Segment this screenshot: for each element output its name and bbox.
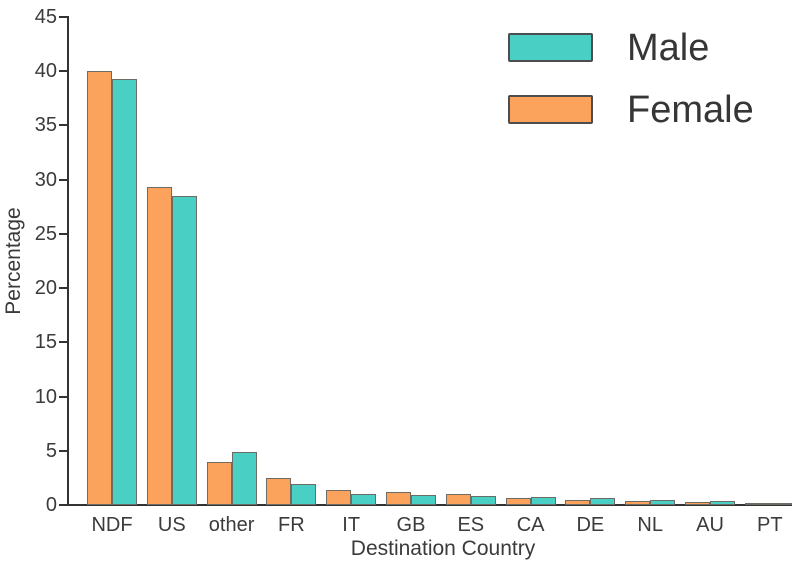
bar-female-es — [445, 493, 471, 505]
y-tick-mark — [59, 70, 67, 73]
x-tick-label-ndf: NDF — [91, 514, 133, 536]
bar-female-au — [685, 502, 710, 505]
legend-swatch-male — [508, 33, 593, 62]
bar-female-other — [206, 461, 232, 505]
y-tick-label: 25 — [34, 222, 57, 245]
legend-swatch-female — [508, 95, 593, 124]
x-tick-label-fr: FR — [278, 514, 305, 536]
bar-female-ndf — [87, 71, 112, 505]
bar-female-it — [326, 489, 352, 505]
bar-female-pt — [744, 503, 770, 505]
x-axis-line — [67, 504, 792, 506]
y-tick-mark — [59, 504, 67, 506]
y-tick-label: 45 — [34, 6, 57, 28]
bar-male-es — [470, 495, 496, 505]
bar-female-de — [565, 500, 591, 505]
y-tick-label: 35 — [34, 114, 57, 137]
x-tick-label-de: DE — [576, 514, 605, 536]
bar-male-it — [351, 494, 377, 505]
bar-female-fr — [266, 477, 292, 505]
y-tick-mark — [59, 124, 67, 127]
bar-female-us — [146, 187, 172, 505]
x-tick-label-us: US — [157, 514, 186, 536]
y-tick-label: 10 — [34, 385, 57, 408]
x-tick-label-pt: PT — [757, 514, 783, 536]
y-tick-mark — [59, 287, 67, 290]
bar-male-nl — [650, 499, 676, 505]
bar-male-fr — [291, 484, 317, 505]
bar-male-pt — [769, 502, 792, 505]
x-tick-label-au: AU — [696, 514, 724, 536]
x-axis-title: Destination Country — [350, 537, 536, 560]
x-tick-label-ca: CA — [516, 514, 545, 536]
x-tick-label-nl: NL — [637, 514, 663, 536]
x-tick-label-gb: GB — [396, 514, 426, 536]
y-tick-label: 40 — [34, 60, 57, 83]
legend-item-male: Male — [508, 29, 709, 67]
x-tick-label-es: ES — [457, 514, 485, 536]
x-tick-label-it: IT — [342, 514, 361, 536]
bar-male-de — [590, 497, 616, 505]
y-tick-mark — [59, 16, 67, 18]
bar-male-gb — [411, 495, 436, 505]
bar-male-other — [231, 451, 257, 505]
y-tick-label: 5 — [45, 439, 57, 462]
y-tick-mark — [59, 341, 67, 344]
bar-female-nl — [625, 501, 651, 505]
legend-label-male: Male — [627, 26, 710, 69]
y-tick-label: 20 — [34, 277, 57, 300]
y-tick-label: 0 — [45, 494, 57, 516]
bar-male-ca — [530, 496, 556, 505]
bar-male-ndf — [112, 78, 137, 505]
bar-female-ca — [505, 498, 531, 505]
x-tick-label-other: other — [208, 514, 255, 536]
bar-male-us — [171, 195, 197, 505]
y-tick-mark — [59, 449, 67, 452]
y-tick-mark — [59, 232, 67, 235]
y-tick-label: 15 — [34, 331, 57, 354]
bar-female-gb — [386, 491, 411, 505]
legend-label-female: Female — [627, 88, 754, 131]
y-axis-spine — [67, 16, 69, 506]
bar-male-au — [710, 501, 735, 505]
y-tick-label: 30 — [34, 168, 57, 191]
y-tick-mark — [59, 395, 67, 398]
y-tick-mark — [59, 178, 67, 181]
legend-item-female: Female — [508, 91, 754, 129]
